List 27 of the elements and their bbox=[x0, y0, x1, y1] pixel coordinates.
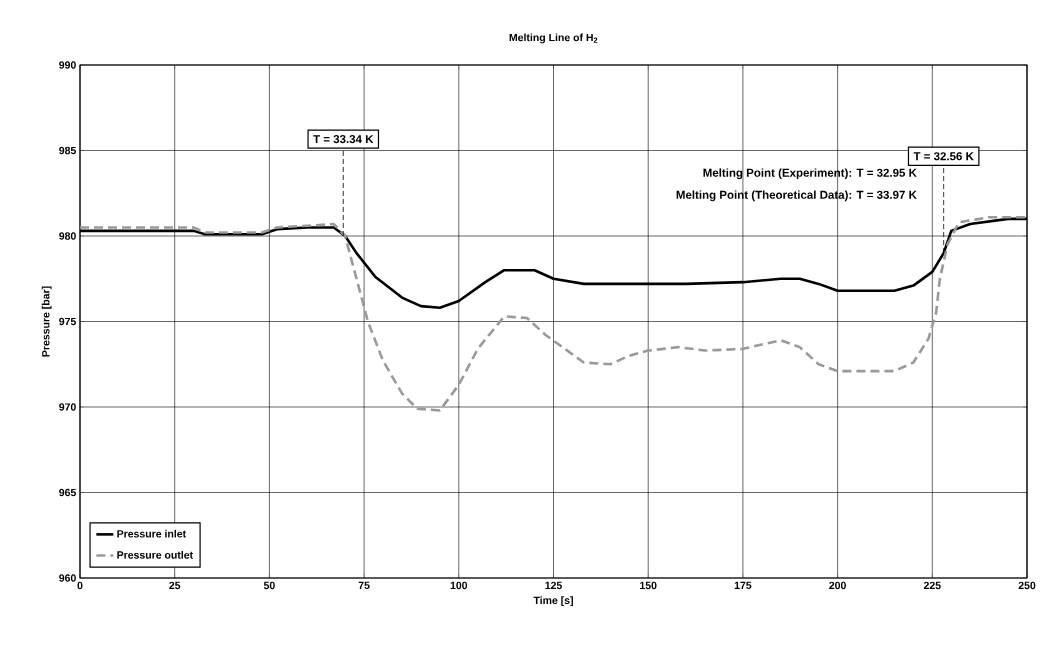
x-tick-label: 250 bbox=[1018, 581, 1036, 590]
y-tick-label: 970 bbox=[59, 403, 76, 411]
x-tick-label: 200 bbox=[829, 581, 846, 590]
x-tick-label: 0 bbox=[77, 581, 83, 590]
x-axis-title: Time [s] bbox=[533, 596, 573, 607]
legend-label: Pressure outlet bbox=[117, 550, 193, 559]
x-tick-label: 175 bbox=[734, 581, 752, 590]
annotation: T = 33.34 K bbox=[313, 135, 374, 144]
y-tick-label: 975 bbox=[59, 317, 76, 326]
y-tick-label: 990 bbox=[59, 61, 76, 69]
y-tick-label: 965 bbox=[59, 488, 76, 497]
annotation: Melting Point (Theoretical Data): T = 33.97 K bbox=[676, 190, 917, 202]
x-tick-label: 75 bbox=[358, 581, 370, 590]
legend-label: Pressure inlet bbox=[117, 529, 186, 538]
x-tick-label: 50 bbox=[263, 581, 275, 590]
y-tick-label: 985 bbox=[59, 146, 76, 155]
x-tick-label: 150 bbox=[640, 581, 657, 590]
x-tick-label: 125 bbox=[545, 581, 562, 590]
x-tick-label: 225 bbox=[923, 581, 941, 590]
x-tick-label: 100 bbox=[450, 581, 468, 590]
annotation: Melting Point (Experiment): T = 32.95 K bbox=[703, 168, 917, 180]
y-tick-label: 980 bbox=[59, 232, 76, 240]
annotation: T = 32.56 K bbox=[913, 152, 974, 161]
x-tick-label: 25 bbox=[169, 581, 181, 590]
y-axis-title: Pressure [bar] bbox=[41, 286, 52, 357]
y-tick-label: 960 bbox=[59, 574, 76, 582]
chart-title: Melting Line of H$_{2}$ bbox=[509, 33, 598, 44]
